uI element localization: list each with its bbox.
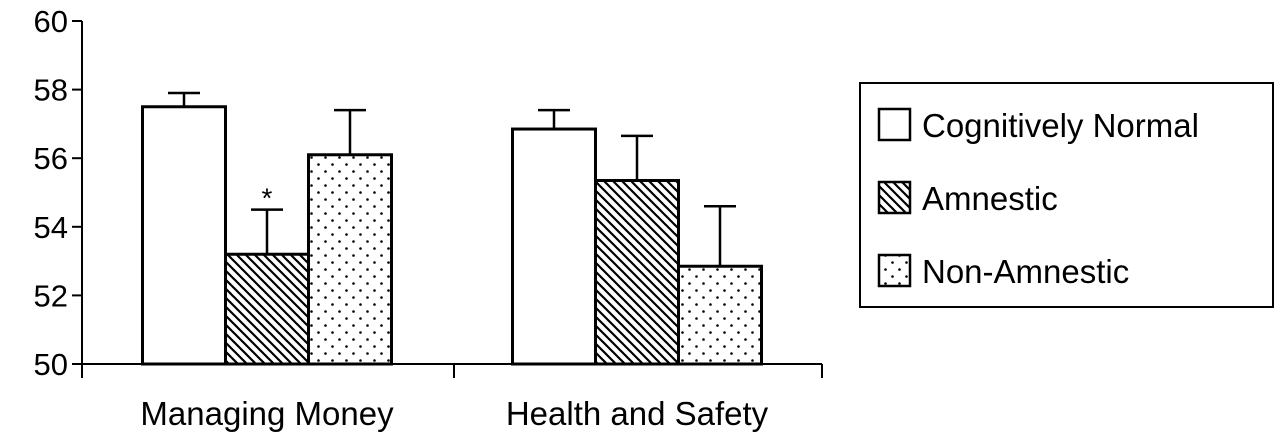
legend: Cognitively Normal Amnestic Non-Amnestic xyxy=(859,82,1274,308)
y-tick-label-58: 58 xyxy=(34,73,68,108)
legend-box xyxy=(859,82,1274,308)
bar-amnestic-managing-money xyxy=(224,252,310,366)
legend-label-amnestic: Amnestic xyxy=(922,180,1058,217)
bar-cognitively-normal-health-and-safety xyxy=(511,127,597,366)
y-tick-label-52: 52 xyxy=(34,278,68,313)
legend-label-non-amnestic: Non-Amnestic xyxy=(922,253,1129,290)
y-tick-label-50: 50 xyxy=(34,347,68,382)
annotation-0: * xyxy=(262,183,273,214)
x-tick-label-health-and-safety: Health and Safety xyxy=(506,395,769,432)
legend-swatch-cognitively-normal xyxy=(877,107,912,142)
x-tick-label-managing-money: Managing Money xyxy=(140,395,394,432)
y-tick-label-56: 56 xyxy=(34,141,68,176)
bar-non-amnestic-health-and-safety xyxy=(677,264,763,366)
legend-swatch-amnestic xyxy=(877,180,912,215)
y-tick-label-60: 60 xyxy=(34,4,68,39)
bar-cognitively-normal-managing-money xyxy=(141,105,227,366)
y-tick-label-54: 54 xyxy=(34,210,68,245)
bar-non-amnestic-managing-money xyxy=(307,153,393,366)
legend-swatch-non-amnestic xyxy=(877,253,912,288)
labels: 50 52 54 56 58 60 Managing Money Health and Saf… xyxy=(34,4,769,432)
bar-amnestic-health-and-safety xyxy=(594,178,680,366)
legend-label-cognitively-normal: Cognitively Normal xyxy=(922,107,1199,144)
bars xyxy=(141,91,763,366)
